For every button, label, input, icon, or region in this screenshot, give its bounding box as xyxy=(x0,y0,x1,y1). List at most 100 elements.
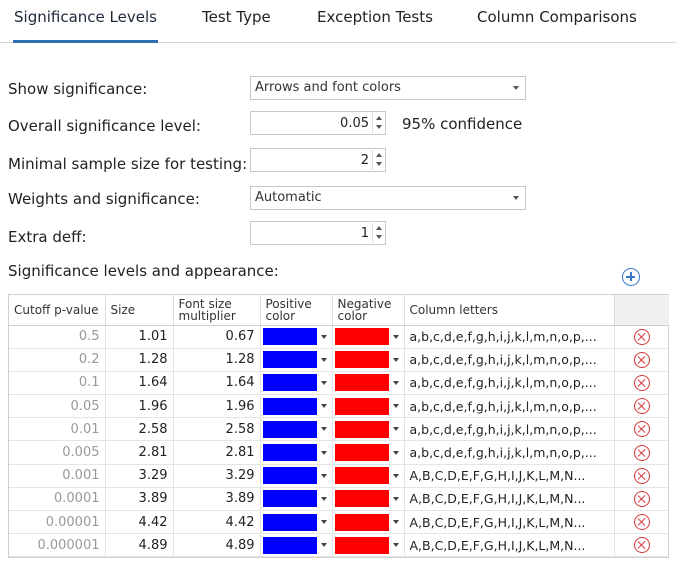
negative-color-swatch[interactable] xyxy=(334,328,389,346)
positive-color-swatch[interactable] xyxy=(262,536,317,554)
chevron-down-icon[interactable] xyxy=(392,404,399,409)
negative-color-swatch[interactable] xyxy=(334,444,389,462)
size-cell[interactable]: 2.81 xyxy=(105,440,174,465)
font-size-cell[interactable]: 3.89 xyxy=(173,487,261,512)
positive-color-swatch[interactable] xyxy=(262,467,317,485)
cutoff-cell[interactable]: 0.005 xyxy=(9,440,106,465)
cutoff-cell[interactable]: 0.00001 xyxy=(9,510,106,535)
chevron-down-icon[interactable] xyxy=(392,357,399,362)
positive-color-picker[interactable] xyxy=(260,417,333,442)
font-size-cell[interactable]: 1.96 xyxy=(173,394,261,419)
size-cell[interactable]: 3.89 xyxy=(105,487,174,512)
negative-color-picker[interactable] xyxy=(332,533,405,558)
positive-color-picker[interactable] xyxy=(260,325,333,349)
negative-color-picker[interactable] xyxy=(332,440,405,465)
font-size-cell[interactable]: 4.42 xyxy=(173,510,261,535)
negative-color-picker[interactable] xyxy=(332,487,405,512)
cutoff-cell[interactable]: 0.1 xyxy=(9,371,106,396)
delete-row-icon[interactable] xyxy=(633,537,650,554)
chevron-down-icon[interactable] xyxy=(392,473,399,478)
chevron-down-icon[interactable] xyxy=(320,357,327,362)
show-significance-select[interactable]: Arrows and font colors xyxy=(250,76,526,100)
spin-up-icon[interactable] xyxy=(376,116,382,120)
delete-row-icon[interactable] xyxy=(633,467,650,484)
chevron-down-icon[interactable] xyxy=(392,380,399,385)
positive-color-swatch[interactable] xyxy=(262,351,317,369)
spin-up-icon[interactable] xyxy=(376,153,382,157)
positive-color-swatch[interactable] xyxy=(262,374,317,392)
delete-row-icon[interactable] xyxy=(633,514,650,531)
negative-color-swatch[interactable] xyxy=(334,374,389,392)
size-cell[interactable]: 1.64 xyxy=(105,371,174,396)
cutoff-cell[interactable]: 0.01 xyxy=(9,417,106,442)
positive-color-picker[interactable] xyxy=(260,394,333,419)
positive-color-picker[interactable] xyxy=(260,348,333,372)
font-size-cell[interactable]: 2.81 xyxy=(173,440,261,465)
column-letters-cell[interactable]: a,b,c,d,e,f,g,h,i,j,k,l,m,n,o,p,... xyxy=(404,371,615,396)
chevron-down-icon[interactable] xyxy=(320,543,327,548)
size-cell[interactable]: 4.89 xyxy=(105,533,174,558)
chevron-down-icon[interactable] xyxy=(392,496,399,501)
chevron-down-icon[interactable] xyxy=(392,450,399,455)
negative-color-swatch[interactable] xyxy=(334,467,389,485)
font-size-cell[interactable]: 2.58 xyxy=(173,417,261,442)
column-letters-cell[interactable]: a,b,c,d,e,f,g,h,i,j,k,l,m,n,o,p,... xyxy=(404,325,615,349)
delete-row-icon[interactable] xyxy=(633,328,650,345)
spin-down-icon[interactable] xyxy=(376,235,382,239)
positive-color-picker[interactable] xyxy=(260,440,333,465)
font-size-cell[interactable]: 1.28 xyxy=(173,348,261,372)
positive-color-picker[interactable] xyxy=(260,510,333,535)
column-letters-cell[interactable]: A,B,C,D,E,F,G,H,I,J,K,L,M,N... xyxy=(404,487,615,512)
column-letters-cell[interactable]: a,b,c,d,e,f,g,h,i,j,k,l,m,n,o,p,... xyxy=(404,440,615,465)
positive-color-swatch[interactable] xyxy=(262,513,317,531)
negative-color-swatch[interactable] xyxy=(334,351,389,369)
negative-color-swatch[interactable] xyxy=(334,397,389,415)
chevron-down-icon[interactable] xyxy=(392,427,399,432)
column-letters-cell[interactable]: a,b,c,d,e,f,g,h,i,j,k,l,m,n,o,p,... xyxy=(404,394,615,419)
chevron-down-icon[interactable] xyxy=(392,543,399,548)
negative-color-swatch[interactable] xyxy=(334,490,389,508)
negative-color-swatch[interactable] xyxy=(334,513,389,531)
negative-color-picker[interactable] xyxy=(332,417,405,442)
cutoff-cell[interactable]: 0.000001 xyxy=(9,533,106,558)
positive-color-swatch[interactable] xyxy=(262,490,317,508)
spin-down-icon[interactable] xyxy=(376,125,382,129)
negative-color-picker[interactable] xyxy=(332,325,405,349)
cutoff-cell[interactable]: 0.2 xyxy=(9,348,106,372)
delete-row-icon[interactable] xyxy=(633,421,650,438)
chevron-down-icon[interactable] xyxy=(392,334,399,339)
spinner[interactable] xyxy=(372,223,384,243)
size-cell[interactable]: 2.58 xyxy=(105,417,174,442)
positive-color-swatch[interactable] xyxy=(262,444,317,462)
positive-color-picker[interactable] xyxy=(260,464,333,488)
spinner[interactable] xyxy=(372,150,384,170)
column-letters-cell[interactable]: a,b,c,d,e,f,g,h,i,j,k,l,m,n,o,p,... xyxy=(404,348,615,372)
add-level-icon[interactable] xyxy=(622,268,640,286)
chevron-down-icon[interactable] xyxy=(320,520,327,525)
chevron-down-icon[interactable] xyxy=(320,427,327,432)
negative-color-picker[interactable] xyxy=(332,371,405,396)
positive-color-picker[interactable] xyxy=(260,371,333,396)
positive-color-picker[interactable] xyxy=(260,533,333,558)
overall-significance-input[interactable]: 0.05 xyxy=(250,111,386,135)
cutoff-cell[interactable]: 0.001 xyxy=(9,464,106,488)
column-letters-cell[interactable]: A,B,C,D,E,F,G,H,I,J,K,L,M,N... xyxy=(404,533,615,558)
column-letters-cell[interactable]: a,b,c,d,e,f,g,h,i,j,k,l,m,n,o,p,... xyxy=(404,417,615,442)
font-size-cell[interactable]: 0.67 xyxy=(173,325,261,349)
size-cell[interactable]: 1.28 xyxy=(105,348,174,372)
positive-color-swatch[interactable] xyxy=(262,397,317,415)
cutoff-cell[interactable]: 0.5 xyxy=(9,325,106,349)
positive-color-swatch[interactable] xyxy=(262,420,317,438)
weights-select[interactable]: Automatic xyxy=(250,186,526,210)
positive-color-swatch[interactable] xyxy=(262,328,317,346)
font-size-cell[interactable]: 4.89 xyxy=(173,533,261,558)
chevron-down-icon[interactable] xyxy=(320,473,327,478)
font-size-cell[interactable]: 1.64 xyxy=(173,371,261,396)
tab-column-comparisons[interactable]: Column Comparisons xyxy=(477,8,637,42)
spin-up-icon[interactable] xyxy=(376,226,382,230)
size-cell[interactable]: 3.29 xyxy=(105,464,174,488)
size-cell[interactable]: 1.96 xyxy=(105,394,174,419)
negative-color-picker[interactable] xyxy=(332,464,405,488)
chevron-down-icon[interactable] xyxy=(320,450,327,455)
chevron-down-icon[interactable] xyxy=(320,334,327,339)
